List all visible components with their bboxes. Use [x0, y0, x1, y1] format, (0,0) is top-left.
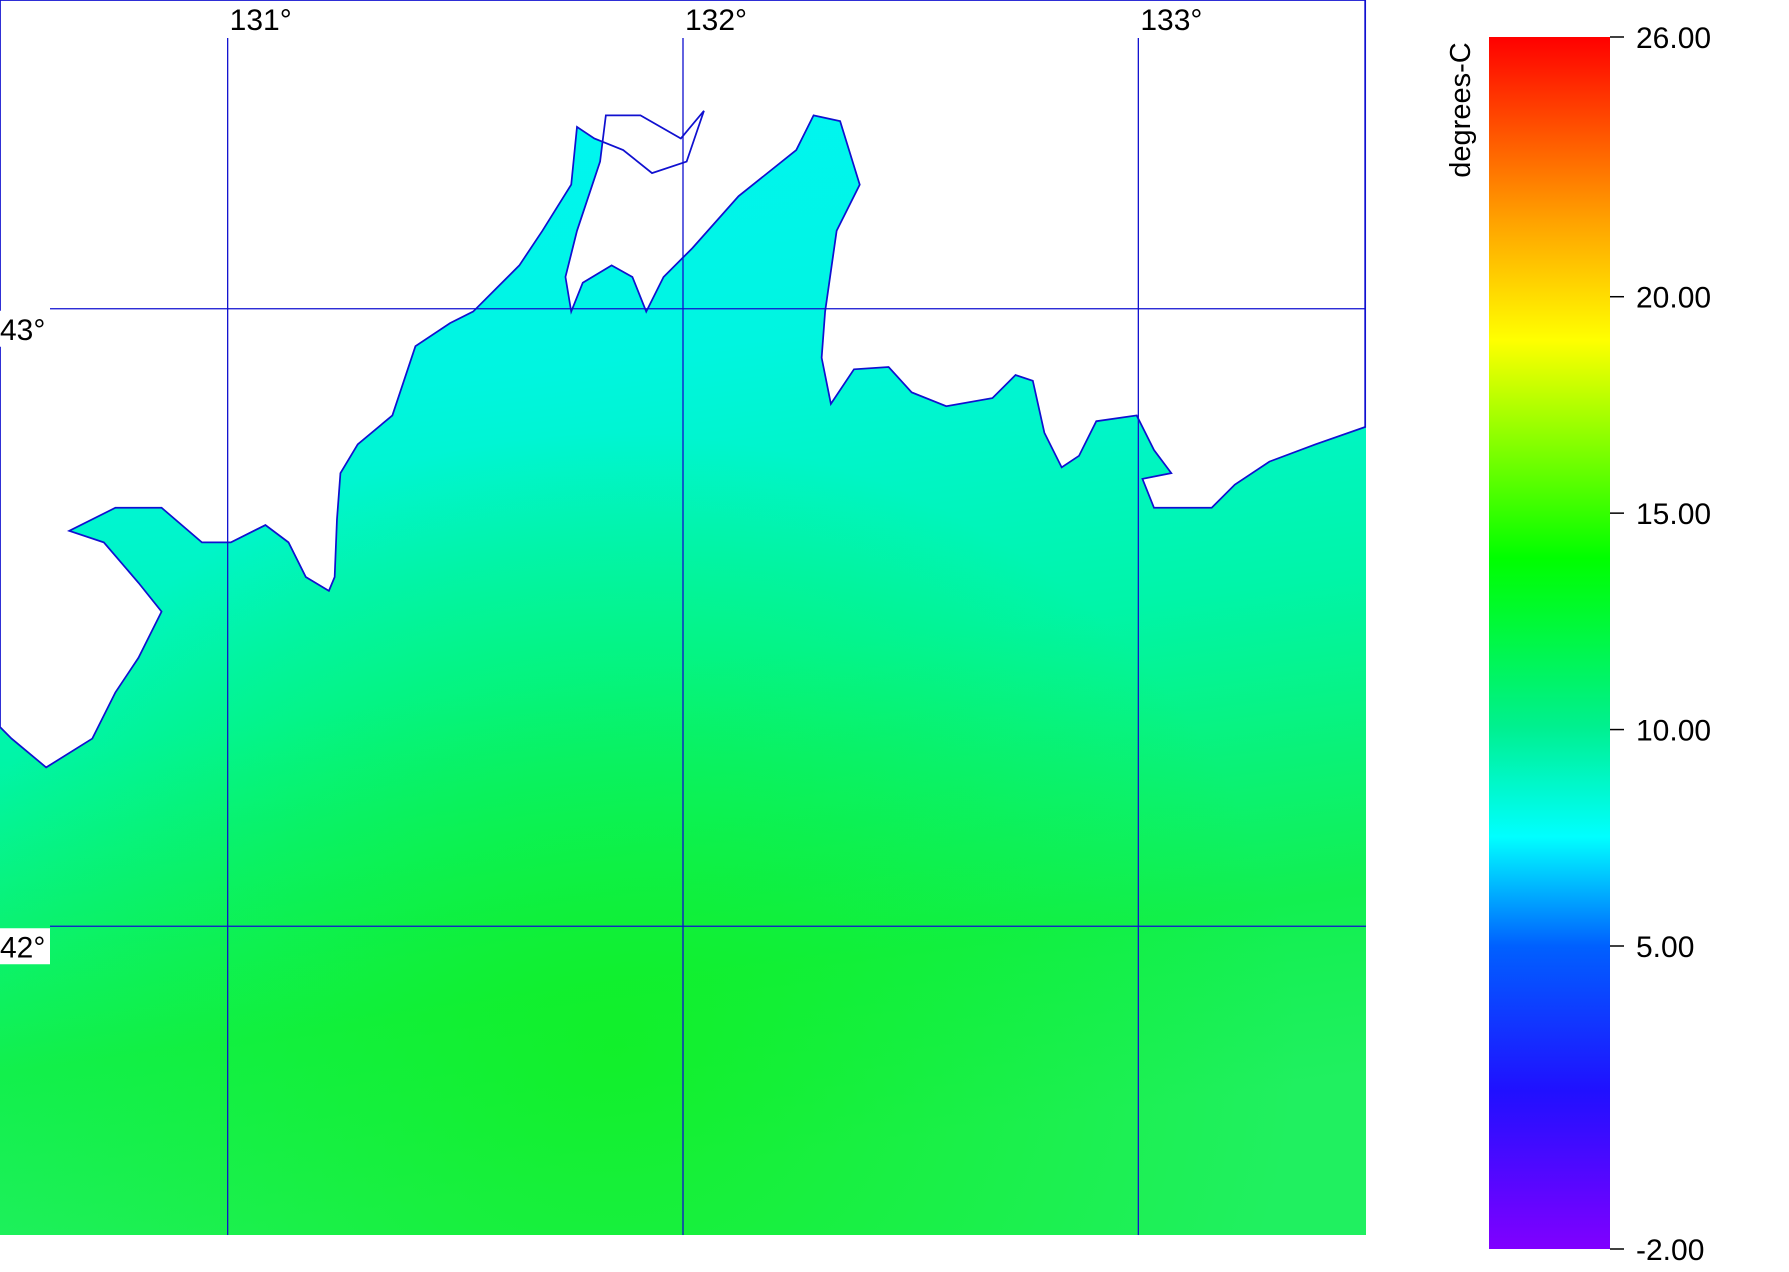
latitude-label-bg — [0, 928, 50, 965]
colorbar-tick-label: -2.00 — [1636, 1234, 1704, 1267]
graticule: 131° 132° 133° 43° 42° — [0, 4, 1366, 1235]
colorbar-axis: -2.00 5.00 10.00 15.00 20.00 26.00 — [1610, 22, 1711, 1267]
colorbar-label: degrees-C — [1445, 42, 1477, 177]
latitude-label: 42° — [0, 931, 45, 964]
latitude-label: 43° — [0, 314, 45, 347]
colorbar-tick-label: 26.00 — [1636, 22, 1711, 55]
colorbar-tick-label: 15.00 — [1636, 498, 1711, 531]
longitude-label: 131° — [230, 4, 292, 37]
land — [0, 0, 1367, 769]
colorbar-tick-label: 5.00 — [1636, 931, 1694, 964]
longitude-label: 133° — [1140, 4, 1202, 37]
latitude-label-bg — [0, 310, 50, 347]
longitude-label: 132° — [685, 4, 747, 37]
colorbar — [1489, 37, 1610, 1249]
colorbar-tick-label: 20.00 — [1636, 282, 1711, 315]
colorbar-tick-label: 10.00 — [1636, 715, 1711, 748]
